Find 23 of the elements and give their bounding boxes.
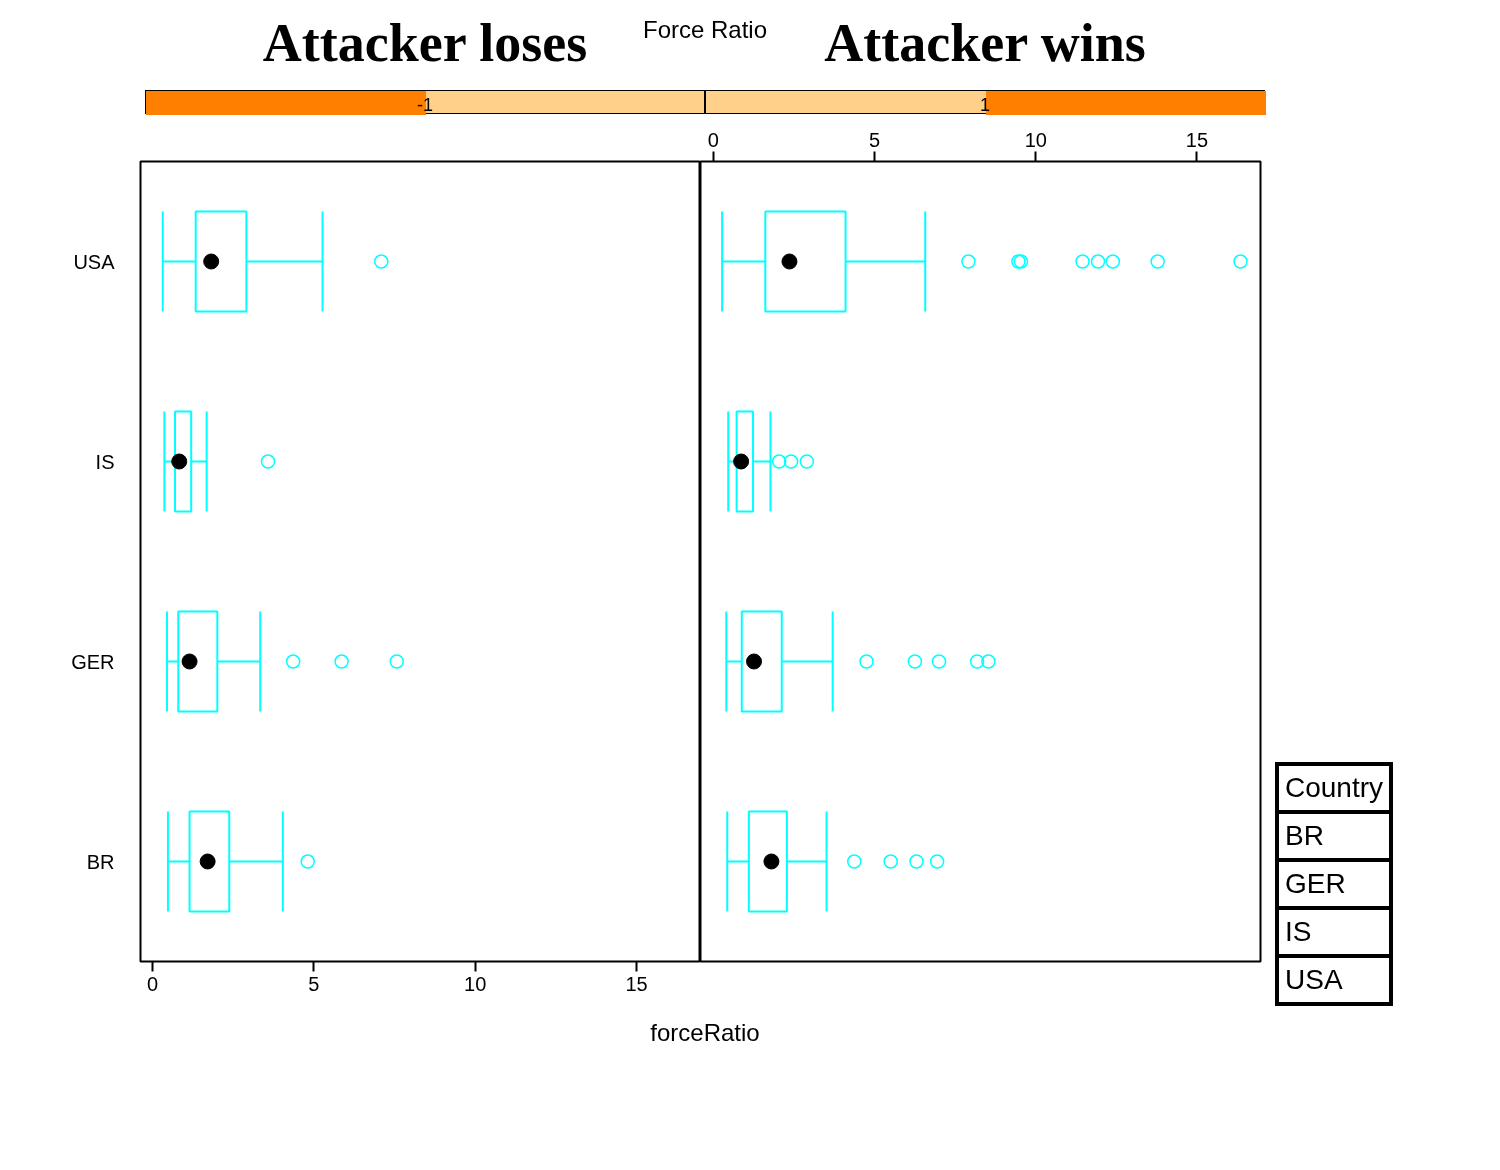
chart-title: Attacker wins bbox=[824, 13, 1146, 73]
x-tick-label: 5 bbox=[308, 972, 320, 995]
text: USA bbox=[1275, 954, 1394, 1006]
text: Force Ratio bbox=[642, 16, 768, 43]
x-tick-label: 15 bbox=[625, 972, 648, 995]
chart-subtitle: -1 bbox=[416, 94, 434, 117]
x-tick-label: 0 bbox=[146, 972, 159, 995]
text: BR bbox=[1275, 810, 1394, 862]
x-tick-label: 5 bbox=[869, 128, 881, 151]
y-tick-label: BR bbox=[86, 850, 115, 873]
chart-title: Attacker loses bbox=[262, 13, 588, 73]
y-tick-label: GER bbox=[71, 650, 115, 673]
chart-subtitle: 1 bbox=[979, 94, 991, 117]
text: IS bbox=[1275, 906, 1394, 958]
text: Country bbox=[1275, 762, 1394, 814]
y-tick-label: IS bbox=[95, 450, 115, 473]
x-tick-label: 0 bbox=[707, 128, 719, 151]
x-axis-title: forceRatio bbox=[649, 1018, 761, 1048]
y-tick-label: USA bbox=[73, 250, 116, 273]
x-tick-label: 10 bbox=[464, 972, 487, 995]
text: GER bbox=[1275, 858, 1394, 910]
x-tick-label: 10 bbox=[1024, 128, 1047, 151]
x-tick-label: 15 bbox=[1185, 128, 1209, 151]
